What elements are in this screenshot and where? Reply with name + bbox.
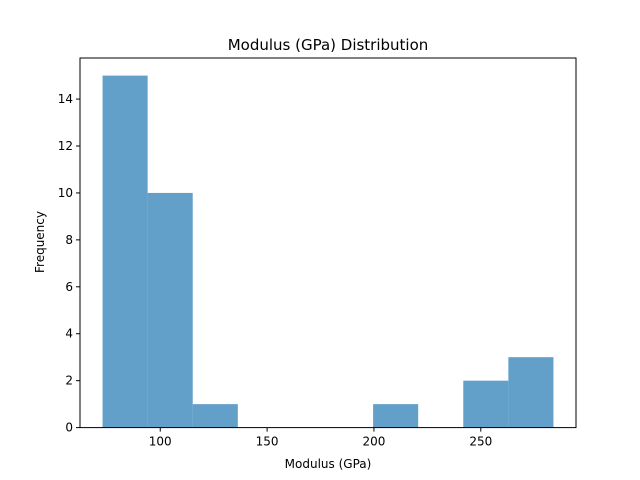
y-tick-label: 2 xyxy=(65,374,73,388)
histogram-bar xyxy=(463,380,509,428)
y-tick-label: 12 xyxy=(58,139,73,153)
x-tick-label: 250 xyxy=(469,435,492,449)
histogram-bar xyxy=(373,404,419,428)
histogram-bar xyxy=(508,357,554,428)
x-tick-label: 150 xyxy=(256,435,279,449)
plot-frame xyxy=(79,57,577,429)
y-tick-label: 10 xyxy=(58,186,73,200)
y-axis-label: Frequency xyxy=(33,211,47,273)
histogram-bar xyxy=(102,75,148,428)
x-tick-label: 200 xyxy=(362,435,385,449)
y-axis-ticks: 0 2 4 6 8 10 12 14 xyxy=(58,92,80,435)
x-tick-label: 100 xyxy=(149,435,172,449)
chart-title: Modulus (GPa) Distribution xyxy=(228,36,429,54)
bars-group xyxy=(102,75,554,428)
y-tick-label: 6 xyxy=(65,280,73,294)
x-axis-ticks: 100 150 200 250 xyxy=(149,427,492,449)
y-tick-label: 14 xyxy=(58,92,73,106)
x-axis-label: Modulus (GPa) xyxy=(285,457,372,471)
histogram-bar xyxy=(192,404,238,428)
y-tick-label: 8 xyxy=(65,233,73,247)
y-tick-label: 4 xyxy=(65,327,73,341)
histogram-bar xyxy=(147,192,193,428)
y-tick-label: 0 xyxy=(65,421,73,435)
